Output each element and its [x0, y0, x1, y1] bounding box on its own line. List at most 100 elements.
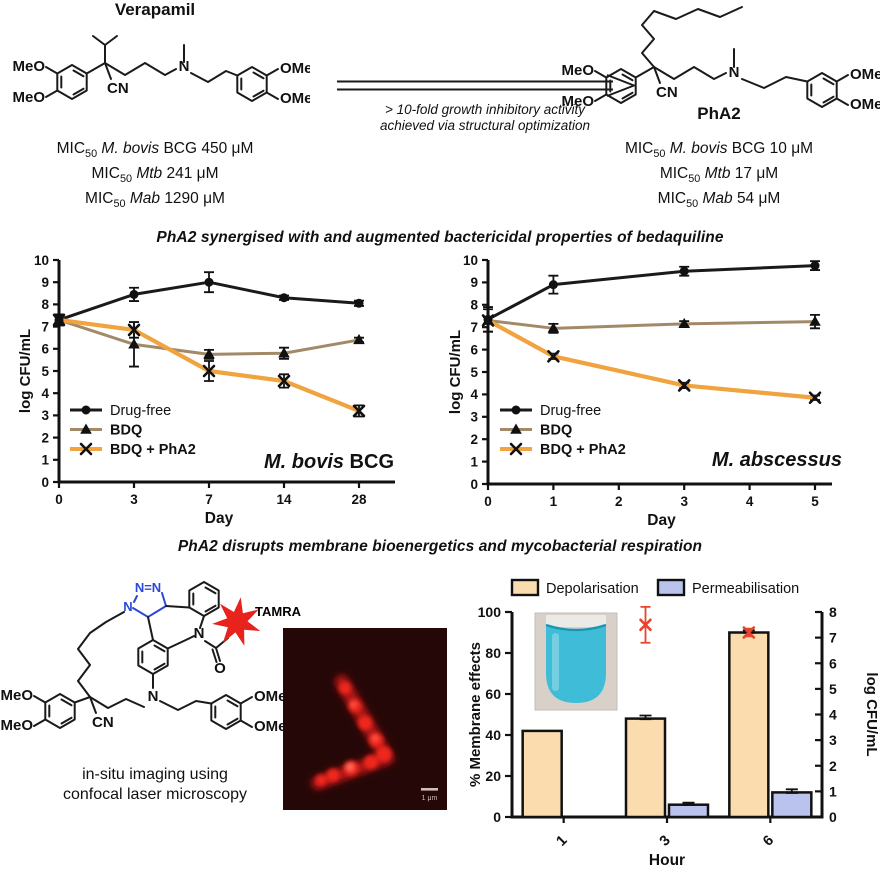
- x-axis-label: Hour: [649, 852, 685, 869]
- legend-item-bdq-pha2: BDQ + PhA2: [70, 442, 196, 458]
- probe-skeleton: [33, 611, 145, 729]
- left-y-tick-label: 60: [485, 686, 501, 702]
- atom-label-ome: OMe: [254, 718, 287, 735]
- pha2-skeleton: [594, 6, 849, 108]
- series-marker-circle: [810, 261, 820, 271]
- series-marker-circle: [204, 277, 214, 287]
- x-tick-label: 3: [130, 492, 138, 507]
- y-tick-label: 5: [470, 365, 478, 380]
- legend-label: BDQ: [110, 423, 142, 439]
- pha2-structure: MeO MeO CN N OMe OMe: [561, 6, 880, 112]
- y-tick-label: 1: [41, 453, 49, 468]
- section-title-synergy: PhA2 synergised with and augmented bacte…: [156, 229, 724, 246]
- atom-label-meo: MeO: [0, 687, 33, 704]
- atom-label-ome: OMe: [850, 66, 880, 83]
- atom-label-cn: CN: [92, 714, 114, 731]
- left-y-tick-label: 40: [485, 727, 501, 743]
- section-title-membrane: PhA2 disrupts membrane bioenergetics and…: [177, 538, 703, 555]
- bar-permeabilisation-hour-3: [667, 803, 710, 819]
- series-marker-x: [127, 323, 141, 337]
- right-y-tick-label: 4: [829, 707, 837, 723]
- series-marker-circle: [279, 293, 289, 303]
- series-marker-x: [639, 618, 652, 632]
- y-tick-label: 1: [470, 454, 478, 469]
- atom-label-ome: OMe: [280, 60, 310, 77]
- y-tick-label: 9: [470, 275, 478, 290]
- y-tick-label: 3: [41, 408, 49, 423]
- series-marker-x: [352, 404, 366, 418]
- right-y-axis-label: log CFU/mL: [863, 672, 880, 756]
- mic-line: MIC50 Mtb 17 μM: [659, 165, 779, 186]
- membrane-effects-chart: Depolarisation Permeabilisation0204060801…: [468, 578, 880, 869]
- atom-label-n-center: N: [148, 688, 159, 705]
- x-tick-label: 1: [553, 833, 570, 850]
- y-tick-label: 9: [41, 275, 49, 290]
- series-marker-x: [202, 364, 216, 378]
- triazole-ring: [132, 592, 168, 619]
- atom-label-cn: CN: [656, 84, 678, 101]
- x-tick-label: 4: [746, 494, 754, 509]
- y-tick-label: 10: [463, 253, 478, 268]
- mic-line: MIC50 Mab 1290 μM: [85, 190, 225, 211]
- series-marker-triangle: [203, 348, 215, 359]
- left-y-tick-label: 20: [485, 768, 501, 784]
- bar-depolarisation-hour-3: [624, 717, 667, 819]
- scale-bar-label: 1 μm: [422, 795, 438, 802]
- series-marker-x: [808, 391, 822, 405]
- error-bar: [682, 801, 695, 807]
- legend-item-permeabilisation: Permeabilisation: [656, 578, 799, 597]
- bacteria-bright-spots: [315, 682, 392, 786]
- series-marker-triangle: [353, 333, 365, 345]
- legend-item-depolarisation: Depolarisation: [510, 578, 639, 597]
- legend-item-bdq-pha2: BDQ + PhA2: [500, 442, 626, 458]
- left-y-tick-label: 0: [493, 809, 501, 825]
- y-tick-label: 4: [41, 386, 49, 401]
- series-marker-triangle: [547, 322, 560, 333]
- atom-label-n: N: [729, 64, 740, 81]
- left-y-tick-label: 100: [478, 604, 502, 620]
- x-tick-label: 14: [276, 492, 292, 507]
- atom-label-n-eq-n: N=N: [135, 580, 161, 595]
- y-tick-label: 6: [470, 342, 478, 357]
- series-marker-circle: [511, 405, 521, 415]
- atom-label-o: O: [214, 660, 226, 677]
- right-y-tick-label: 8: [829, 604, 837, 620]
- series-marker-x: [677, 379, 691, 392]
- right-y-tick-label: 3: [829, 732, 837, 748]
- series-line-drug-free: [487, 264, 816, 321]
- pha2-mic-block: MIC50 M. bovis BCG 10 μM MIC50 Mtb 17 μM…: [558, 139, 880, 214]
- atom-label-cn: CN: [107, 80, 129, 97]
- compound-name-verapamil: Verapamil: [114, 0, 196, 19]
- series-marker-circle: [129, 289, 139, 299]
- tamra-star-icon: [212, 597, 261, 646]
- right-y-tick-label: 7: [829, 630, 837, 646]
- legend-item-bdq: BDQ: [70, 423, 142, 439]
- mic-line: MIC50 M. bovis BCG 450 μM: [56, 140, 254, 161]
- legend-item-drug-free: Drug-free: [70, 403, 171, 419]
- atom-label-meo: MeO: [561, 62, 594, 79]
- arrow-caption-line2: achieved via structural optimization: [379, 118, 591, 133]
- tube-meniscus: [545, 623, 607, 632]
- x-axis-label: Day: [647, 512, 676, 529]
- left-y-axis-label: % Membrane effects: [468, 642, 484, 787]
- atom-label-meo: MeO: [0, 717, 33, 734]
- bovis-bcg-chart: 0 1 2 3 4 5 6 7 8 9 10 0 3 7 14 28 log CFU/mL Day Drug-fre…: [17, 253, 395, 527]
- x-tick-label: 6: [760, 833, 777, 850]
- legend-label: Depolarisation: [546, 581, 639, 597]
- series-marker-triangle: [678, 317, 690, 329]
- x-tick-label: 3: [657, 833, 674, 850]
- y-tick-label: 3: [470, 410, 478, 425]
- y-tick-label: 6: [41, 342, 49, 357]
- atom-label-ome: OMe: [280, 90, 310, 107]
- arrow-caption-line1: > 10-fold growth inhibitory activity: [385, 102, 585, 117]
- series-marker-triangle: [809, 315, 821, 326]
- series-marker-circle: [81, 405, 91, 415]
- y-tick-label: 7: [470, 320, 478, 335]
- tube-liquid: [546, 625, 606, 703]
- strain-label: M. abscessus: [712, 449, 842, 471]
- legend-label: Drug-free: [110, 403, 171, 419]
- y-tick-label: 7: [41, 319, 49, 334]
- right-y-tick-label: 5: [829, 681, 837, 697]
- legend-item-drug-free: Drug-free: [500, 403, 601, 419]
- legend-swatch: [656, 578, 686, 597]
